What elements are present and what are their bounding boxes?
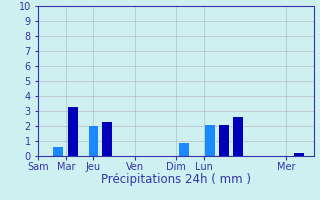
Bar: [219, 124, 229, 156]
X-axis label: Précipitations 24h ( mm ): Précipitations 24h ( mm ): [101, 173, 251, 186]
Bar: [53, 147, 63, 156]
Bar: [68, 106, 78, 156]
Bar: [179, 142, 189, 156]
Bar: [89, 126, 98, 156]
Bar: [102, 121, 112, 156]
Bar: [205, 124, 215, 156]
Bar: [294, 153, 304, 156]
Bar: [233, 117, 243, 156]
